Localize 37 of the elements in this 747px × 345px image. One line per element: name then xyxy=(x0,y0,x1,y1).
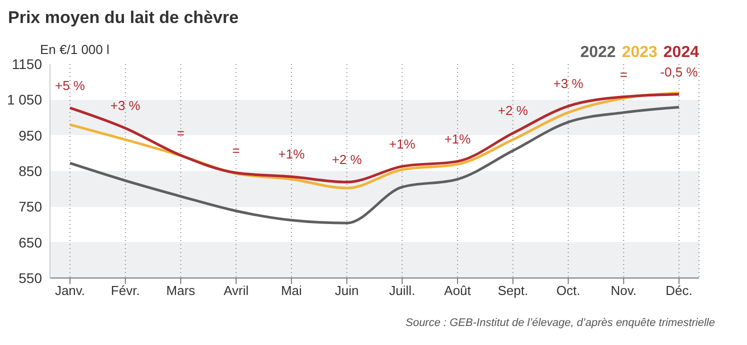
x-tick-label: Juill. xyxy=(389,283,416,298)
annotation: = xyxy=(620,66,628,82)
y-tick-label: 550 xyxy=(18,270,42,286)
text: 2022 xyxy=(580,44,616,62)
annotation: +1% xyxy=(388,136,416,152)
y-tick-label: 950 xyxy=(18,127,42,144)
source-note: Source : GEB-Institut de l’élevage, d’après enquête trimestrielle xyxy=(406,317,715,329)
annotation: +3 % xyxy=(553,76,584,92)
annotation: +1% xyxy=(278,146,306,162)
text: 2024 xyxy=(663,44,699,62)
annotation: +3 % xyxy=(110,98,141,114)
chart-title: Prix moyen du lait de chèvre xyxy=(8,8,239,28)
x-tick-label: Juin xyxy=(334,283,359,298)
annotation: +2 % xyxy=(498,103,528,118)
x-tick-label: Févr. xyxy=(110,283,140,298)
annotation: -0,5 % xyxy=(660,64,698,80)
y-axis-title: En €/1 000 l xyxy=(40,42,110,57)
x-tick-label: Avril xyxy=(224,283,249,298)
y-tick-label: 1 050 xyxy=(6,92,42,108)
x-tick-label: Janv. xyxy=(54,283,86,298)
annotation: +5 % xyxy=(55,78,86,93)
x-tick-label: Août xyxy=(444,283,472,298)
annotation: = xyxy=(232,142,240,158)
annotation: +1% xyxy=(444,131,472,146)
y-tick-label: 850 xyxy=(18,162,42,179)
annotation: +2 % xyxy=(332,152,362,168)
y-tick-label: 750 xyxy=(18,198,42,215)
x-tick-label: Mars xyxy=(166,283,196,298)
x-tick-label: Sept. xyxy=(498,283,528,298)
y-tick-label: 650 xyxy=(18,234,42,250)
text: 2023 xyxy=(622,44,658,62)
x-tick-label: Nov. xyxy=(610,283,637,298)
x-tick-label: Oct. xyxy=(556,283,580,298)
y-tick-label: 1150 xyxy=(12,56,42,72)
annotation: = xyxy=(176,125,185,140)
x-tick-label: Mai xyxy=(280,283,302,298)
x-tick-label: Déc. xyxy=(666,283,692,298)
